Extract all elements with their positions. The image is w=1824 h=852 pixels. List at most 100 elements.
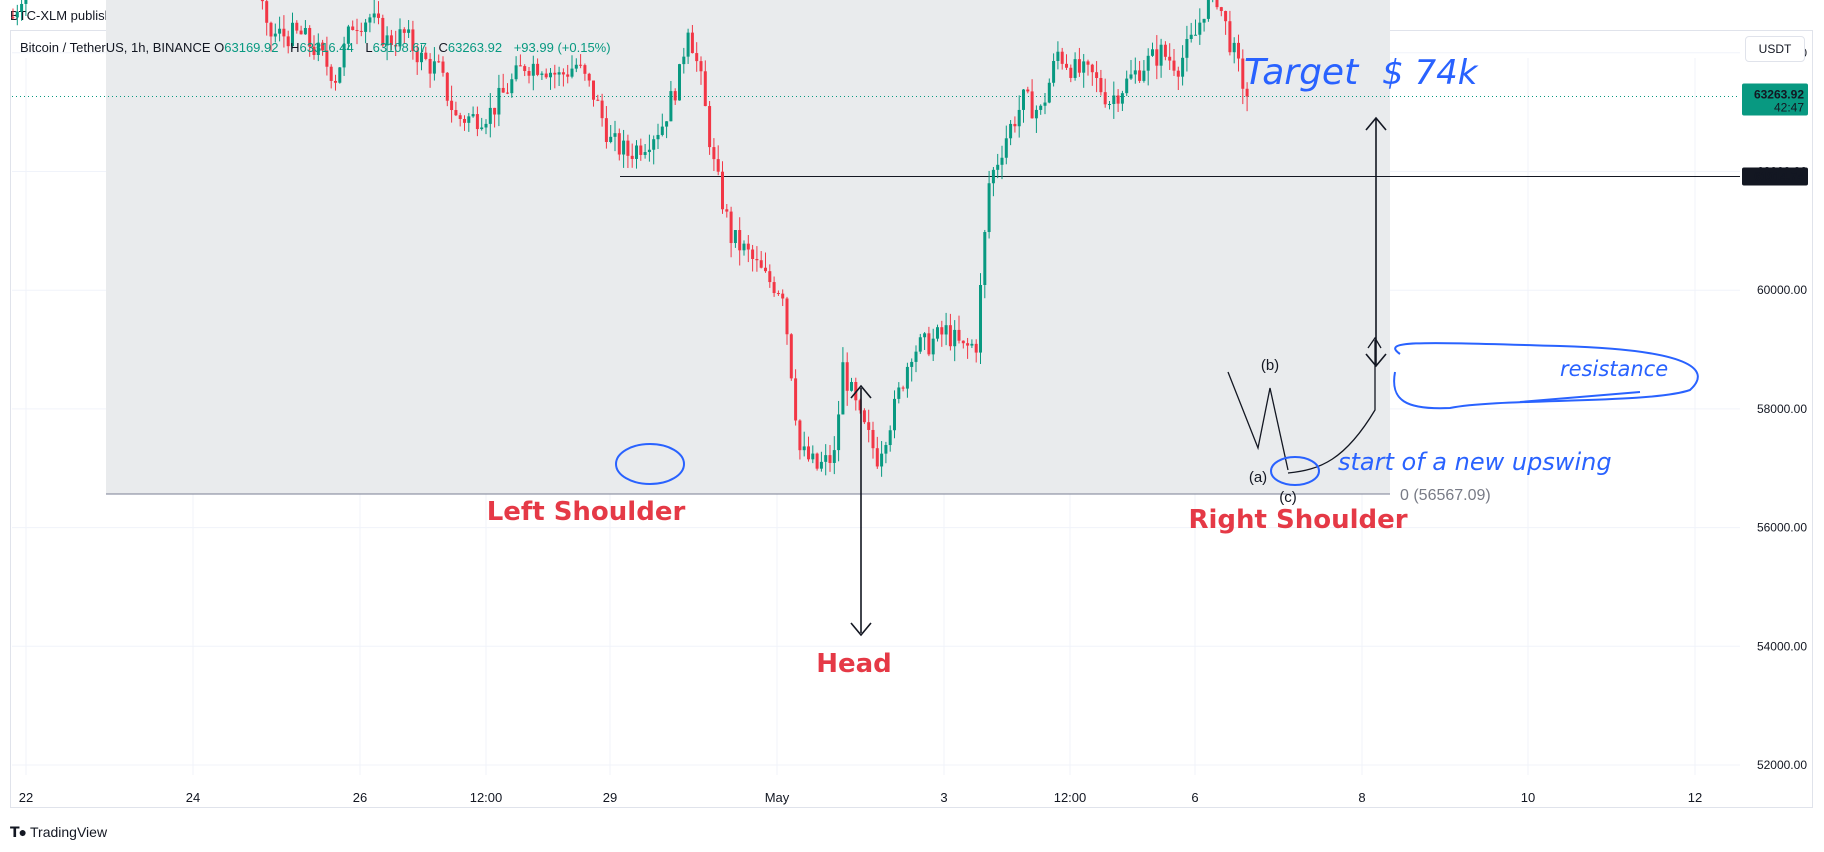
candle-body [561,72,565,75]
candle-body [1099,77,1103,93]
time-tick-label: 24 [186,790,200,805]
candle-body [613,133,617,137]
candle-body [295,22,299,31]
time-tick-label: 12:00 [1054,790,1087,805]
candle-body [1013,123,1017,127]
candle-body [665,121,669,127]
price-axis: 74000.0072000.0070000.0068000.0066000.00… [1742,46,1808,772]
candle-body [772,282,776,294]
candle-body [1189,34,1193,39]
candle-body [273,33,277,37]
candle-body [1185,38,1189,58]
candle-body [523,66,527,72]
candle-body [617,133,621,155]
candle-body [1206,0,1210,19]
candle-body [1181,57,1185,77]
time-tick-label: 22 [19,790,33,805]
candle-body [609,136,613,143]
candle-body [600,100,604,119]
candle-body [703,71,707,107]
candle-body [527,71,531,76]
wave-a-label: (a) [1249,469,1267,486]
abc-wave-path [1227,371,1289,471]
open-label: O [214,40,225,55]
candle-body [901,387,905,389]
candle-body [789,334,793,379]
candle-body [351,26,355,31]
price-tick-label: 56000.00 [1757,521,1807,535]
candle-body [871,429,875,449]
candle-body [845,362,849,391]
candle-body [411,29,415,51]
candlestick-series [11,0,1249,477]
candle-body [635,145,638,159]
left-shoulder-label: Left Shoulder [487,497,686,527]
candle-body [927,333,931,355]
candle-body [923,333,927,338]
time-tick-label: 10 [1521,790,1535,805]
low-label: L [365,40,373,55]
candle-body [660,126,664,135]
candle-body [377,13,380,18]
candle-body [321,42,325,51]
candle-body [738,230,742,251]
currency-button[interactable]: USDT [1745,36,1805,62]
candle-body [794,378,798,421]
candle-body [579,64,583,66]
candle-body [355,30,359,32]
annotation-drawings [615,116,1699,637]
candle-body [1103,92,1107,105]
candle-body [991,169,995,184]
candle-body [729,211,733,244]
candle-body [918,337,922,352]
candle-body [570,68,574,77]
candle-body [850,382,853,391]
candle-body [260,0,264,2]
support-price-badge [1742,167,1808,186]
candle-body [673,91,677,101]
candle-body [626,140,630,156]
candle-body [858,400,862,411]
candle-body [996,164,1000,170]
price-tick-label: 60000.00 [1757,283,1807,297]
upswing-label: start of a new upswing [1338,448,1612,476]
candle-body [764,267,767,272]
candle-body [746,243,750,250]
target-arrow-bottom-icon [1365,353,1387,368]
candle-body [893,398,896,431]
candle-body [518,65,522,67]
candle-body [819,461,823,469]
candle-body [940,327,944,335]
candle-body [484,123,488,128]
candle-body [1039,105,1043,110]
projected-upswing-arrow-icon [1367,336,1382,349]
candle-body [1065,63,1068,68]
candle-body [15,11,19,18]
candle-body [1022,89,1025,110]
time-axis: 22 24 26 12:00 29 May 3 12:00 6 8 10 12 [19,790,1702,805]
candle-body [536,63,540,75]
candle-body [372,13,376,18]
candle-body [682,56,686,65]
candle-body [1237,42,1240,59]
time-tick-label: 29 [603,790,617,805]
candle-body [690,32,694,54]
candle-body [824,455,828,462]
candle-body [678,64,681,101]
left-shoulder-circle-icon [615,443,685,485]
last-price-label: 63263.92 [1754,87,1804,101]
candle-body [286,36,290,47]
candle-body [299,30,303,35]
candle-body [1215,0,1219,8]
price-tick-label: 58000.00 [1757,402,1807,416]
candle-body [755,258,759,261]
candle-body [888,430,892,446]
wave-b-label: (b) [1261,357,1279,374]
candle-body [970,343,974,346]
candle-body [944,325,948,335]
candle-body [948,325,952,347]
candle-body [1133,70,1137,75]
close-label: C [438,40,448,55]
candle-body [583,65,587,74]
